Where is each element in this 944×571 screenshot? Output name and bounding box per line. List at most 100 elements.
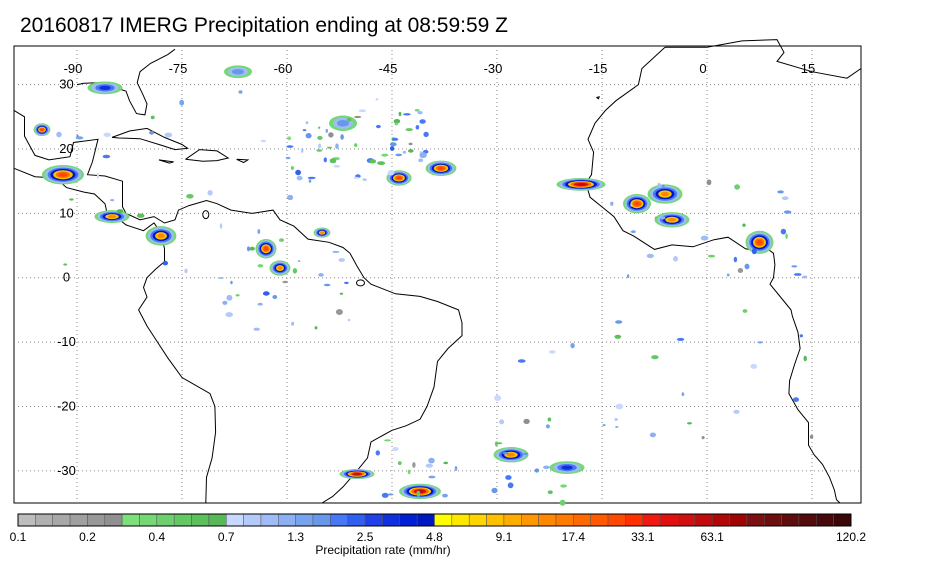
precip-speckle: [419, 152, 427, 159]
colorbar-swatch: [139, 513, 158, 527]
precip-speckle: [543, 465, 550, 469]
precip-cell: [425, 160, 457, 176]
precip-speckle: [184, 268, 188, 274]
precip-cell: [647, 184, 683, 204]
precip-speckle: [354, 115, 362, 119]
precip-speckle: [375, 450, 380, 456]
precip-speckle: [389, 142, 397, 147]
precip-speckle: [397, 461, 402, 465]
precip-speckle: [615, 403, 624, 410]
colorbar-swatch: [573, 513, 591, 527]
precip-speckle: [660, 216, 666, 220]
longitude-label: -30: [484, 61, 503, 76]
precip-speckle: [375, 98, 379, 101]
precip-speckle: [502, 452, 509, 455]
colorbar-swatch: [399, 513, 418, 527]
precip-speckle: [282, 280, 289, 284]
precip-contour: [40, 128, 44, 131]
precip-cell: [745, 230, 774, 254]
precip-cell: [339, 468, 375, 480]
precip-cell: [33, 123, 51, 137]
precip-speckle: [560, 484, 567, 488]
precip-speckle: [419, 119, 426, 124]
precip-contour: [337, 119, 349, 127]
latitude-labels: 30 20 10 0 -10 -20 -30: [57, 77, 76, 478]
colorbar-tick-label: 4.8: [426, 530, 443, 544]
precip-speckle: [69, 198, 74, 201]
precip-speckle: [646, 253, 654, 259]
colorbar-swatch: [330, 513, 348, 527]
precip-speckle: [291, 321, 295, 326]
precip-speckle: [323, 283, 331, 287]
colorbar-swatch: [798, 513, 817, 527]
colorbar-swatch: [503, 513, 522, 527]
precip-contour: [263, 246, 269, 251]
precip-contour: [507, 452, 515, 457]
precip-cell: [42, 165, 84, 185]
precip-speckle: [615, 426, 619, 428]
precip-speckle: [793, 397, 799, 402]
precip-speckle: [602, 424, 606, 427]
precip-speckle: [742, 223, 746, 227]
precip-speckle: [376, 124, 381, 129]
precip-speckle: [150, 115, 155, 120]
precip-speckle: [751, 248, 757, 255]
precip-speckle: [649, 432, 657, 438]
precip-cell: [313, 227, 331, 238]
precip-speckle: [292, 268, 298, 274]
colorbar-tick-label: 0.7: [217, 530, 235, 544]
precip-speckle: [662, 184, 665, 188]
longitude-label: 0: [699, 61, 706, 76]
longitude-label: 15: [801, 61, 815, 76]
precip-speckle: [687, 422, 692, 425]
precip-speckle: [354, 143, 358, 148]
precip-speckle: [305, 133, 312, 139]
precip-cell: [269, 260, 291, 276]
precip-speckle: [545, 424, 550, 429]
longitude-label: -60: [274, 61, 293, 76]
precip-speckle: [499, 419, 505, 425]
precip-speckle: [381, 153, 389, 157]
precip-speckle: [547, 417, 552, 422]
precip-cell: [399, 483, 441, 500]
precip-speckle: [737, 268, 744, 273]
colorbar-swatch: [416, 513, 435, 527]
precip-contour: [634, 201, 640, 206]
precip-speckle: [279, 238, 284, 242]
precip-speckle: [346, 117, 352, 122]
precip-speckle: [344, 281, 349, 285]
precip-speckle: [238, 90, 243, 94]
precip-speckle: [405, 128, 413, 132]
latitude-label: 30: [59, 77, 73, 92]
precip-speckle: [332, 250, 340, 253]
precip-speckle: [733, 409, 740, 414]
precip-speckle: [777, 190, 784, 194]
colorbar-swatch: [312, 513, 331, 527]
precip-speckle: [102, 154, 111, 159]
precip-speckle: [394, 122, 399, 126]
precip-speckle: [387, 170, 395, 176]
precip-speckle: [390, 146, 395, 151]
precip-speckle: [412, 462, 416, 468]
precip-speckle: [700, 235, 709, 241]
precip-speckle: [783, 210, 792, 214]
precip-speckle: [162, 260, 168, 266]
precip-cell: [145, 226, 177, 246]
precip-speckle: [507, 482, 514, 489]
hispaniola: [185, 149, 230, 162]
colorbar-swatch: [208, 513, 227, 527]
precip-speckle: [219, 223, 223, 229]
precip-speckle: [415, 125, 420, 130]
precip-contour: [277, 266, 283, 270]
precip-speckle: [369, 159, 377, 164]
puerto-rico: [236, 158, 250, 164]
latitude-label: 0: [63, 270, 70, 285]
precip-contour: [99, 85, 111, 90]
latitude-label: -20: [57, 399, 76, 414]
precip-speckle: [179, 99, 185, 106]
precip-speckle: [734, 184, 740, 190]
colorbar-swatch: [295, 513, 314, 527]
precip-speckle: [305, 121, 309, 125]
precip-speckle: [614, 334, 622, 339]
